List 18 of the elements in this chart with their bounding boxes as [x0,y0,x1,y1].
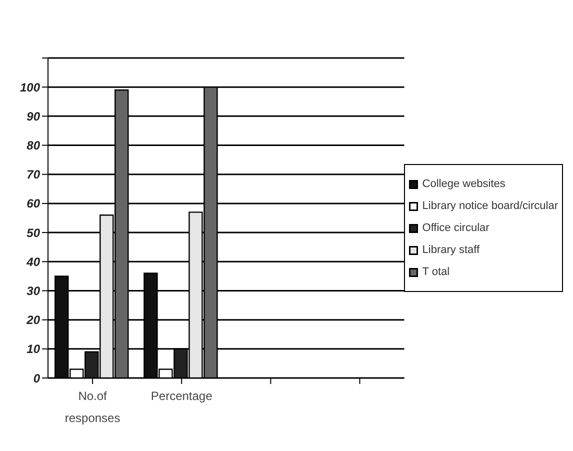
legend-label: Library notice board/circular [422,199,558,214]
y-tick-label: 100 [20,80,40,94]
y-tick-label: 10 [26,342,40,356]
legend-label: T otal [422,265,450,280]
y-tick-label: 60 [26,196,40,211]
x-tick-label: Percentage [150,389,213,403]
y-tick-label: 70 [26,168,40,182]
y-tick-label: 30 [26,284,40,298]
legend-label: Library staff [422,243,480,258]
y-tick-label: 80 [26,138,40,153]
y-tick-label: 20 [26,313,40,328]
x-tick-label: No.of responses [64,389,120,425]
legend-label: College websites [422,177,506,192]
y-tick-label: 90 [26,109,40,124]
y-tick-label: 0 [33,371,40,386]
y-tick-label: 40 [26,254,40,269]
y-tick-label: 50 [26,226,40,240]
legend-label: Office circular [422,221,490,236]
